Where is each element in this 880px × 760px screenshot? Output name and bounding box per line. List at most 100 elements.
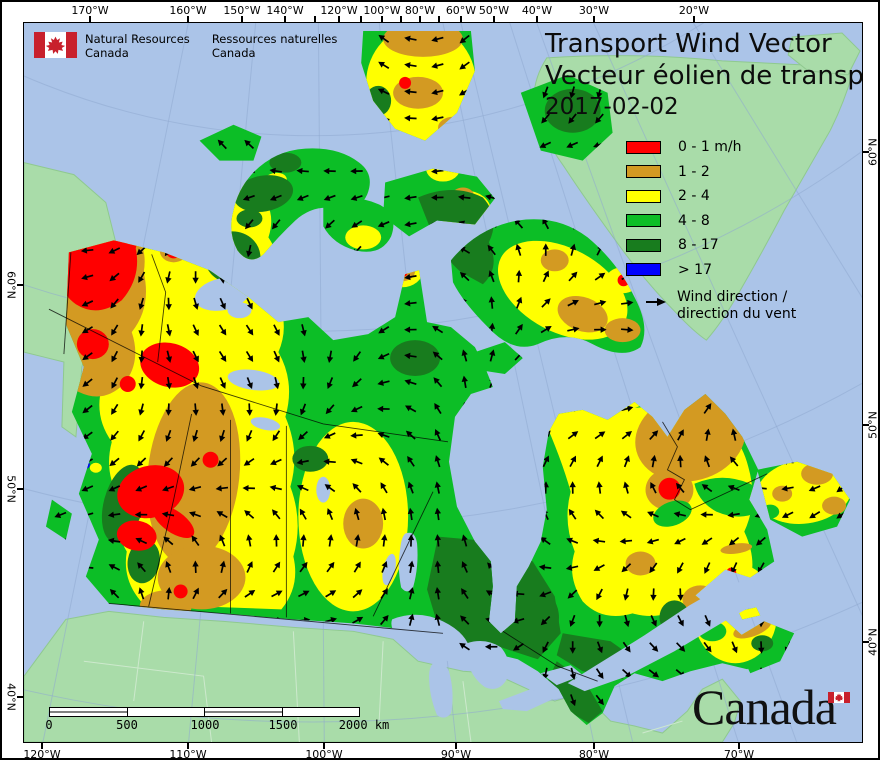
axis-tick — [536, 16, 538, 22]
nrcan-signature: Natural Resources Canada Ressources natu… — [34, 32, 337, 60]
legend-item: 4 - 8 — [626, 213, 710, 229]
legend-label: > 17 — [678, 261, 712, 278]
axis-tick — [89, 16, 91, 22]
axis-tick-label: 110°W — [169, 748, 207, 760]
axis-tick-label: 90°W — [440, 748, 472, 760]
scale-bar-label: 1500 — [268, 718, 298, 732]
axis-tick-label: 40°W — [521, 4, 553, 17]
axis-tick-label: 40°N — [866, 628, 880, 656]
axis-tick — [863, 151, 869, 153]
axis-tick-label: 30°W — [578, 4, 610, 17]
map-date: 2017-02-02 — [545, 94, 679, 120]
scale-bar-label: 500 — [116, 718, 138, 732]
legend-swatch — [626, 140, 661, 154]
canada-flag-icon — [34, 32, 77, 58]
canada-wordmark: Canada — [692, 679, 837, 735]
legend-swatch — [626, 189, 661, 203]
axis-tick-label: 140°W — [266, 4, 304, 17]
axis-tick — [360, 16, 362, 22]
scale-bar-label: 1000 — [190, 718, 220, 732]
map-title-block: Transport Wind Vector Vecteur éolien de … — [545, 28, 864, 122]
dept-name-fr-2: Canada — [211, 46, 256, 60]
axis-tick — [17, 488, 23, 490]
map-title-fr: Vecteur éolien de transp — [545, 61, 864, 91]
map-title-en: Transport Wind Vector — [545, 29, 832, 59]
dept-name-fr-1: Ressources naturelles — [211, 32, 338, 46]
map-image — [24, 23, 862, 742]
state-borders — [83, 621, 683, 742]
legend-item: 1 - 2 — [626, 164, 710, 180]
axis-tick-label: 50°W — [478, 4, 510, 17]
legend-label: 1 - 2 — [678, 163, 710, 180]
axis-tick-label: 100°W — [305, 748, 343, 760]
great-lakes — [391, 579, 761, 718]
axis-tick — [381, 16, 383, 22]
axis-tick — [593, 16, 595, 22]
axis-tick — [460, 16, 462, 22]
axis-tick — [455, 743, 457, 749]
legend-swatch — [626, 214, 661, 227]
axis-tick — [17, 696, 23, 698]
axis-tick-label: 50°N — [4, 475, 18, 503]
axis-tick-label: 20°W — [678, 4, 710, 17]
axis-tick — [241, 16, 243, 22]
axis-tick — [41, 743, 43, 749]
axis-tick-label: 170°W — [71, 4, 109, 17]
legend-item: 8 - 17 — [626, 237, 719, 253]
dept-name-en-2: Canada — [85, 46, 129, 60]
legend-swatch — [626, 263, 661, 276]
axis-tick-label: 70°W — [723, 748, 755, 760]
axis-tick — [863, 641, 869, 643]
axis-tick — [419, 16, 421, 22]
legend-label: 2 - 4 — [678, 188, 710, 204]
axis-tick — [400, 16, 402, 22]
greenland — [533, 55, 853, 341]
axis-tick-label: 60°N — [866, 138, 880, 166]
legend-swatch — [626, 238, 661, 252]
axis-tick — [314, 16, 316, 22]
axis-tick-label: 40°N — [4, 683, 18, 711]
axis-tick — [323, 743, 325, 749]
axis-tick — [493, 16, 495, 22]
axis-tick — [284, 16, 286, 22]
legend-item: 0 - 1 m/h — [626, 139, 741, 155]
scale-bar-label: 0 — [45, 718, 53, 732]
scale-bar-label: 2000 km — [338, 718, 390, 732]
axis-tick — [863, 424, 869, 426]
legend-item: > 17 — [626, 262, 712, 278]
axis-tick — [738, 743, 740, 749]
axis-tick — [338, 16, 340, 22]
wind-direction-label-en: Wind direction / — [677, 289, 788, 305]
province-borders — [48, 252, 768, 682]
axis-tick — [438, 16, 440, 22]
axis-tick — [187, 743, 189, 749]
axis-tick-label: 60°W — [445, 4, 477, 17]
axis-tick — [17, 284, 23, 286]
axis-tick-label: 160°W — [169, 4, 207, 17]
map-frame — [23, 22, 863, 743]
legend-swatch — [626, 165, 661, 178]
axis-tick — [593, 743, 595, 749]
iceland-island — [787, 32, 861, 76]
axis-tick-label: 60°N — [4, 271, 18, 299]
axis-tick-label: 80°W — [578, 748, 610, 760]
axis-tick-label: 100°W — [363, 4, 401, 17]
axis-tick-label: 120°W — [320, 4, 358, 17]
legend-label: 0 - 1 m/h — [678, 139, 742, 155]
axis-tick-label: 50°N — [866, 411, 880, 439]
scale-bar — [49, 707, 360, 717]
axis-tick-label: 150°W — [223, 4, 261, 17]
legend-label: 4 - 8 — [678, 212, 710, 229]
wordmark-flag-icon — [828, 692, 850, 703]
legend-label: 8 - 17 — [678, 237, 719, 253]
axis-tick — [187, 16, 189, 22]
wind-direction-label-fr: direction du vent — [677, 306, 797, 322]
dept-name-en-1: Natural Resources — [85, 32, 190, 46]
zone-4-8-accents — [653, 477, 780, 642]
axis-tick-label: 120°W — [23, 748, 61, 760]
axis-tick — [693, 16, 695, 22]
legend-item: 2 - 4 — [626, 188, 710, 204]
axis-tick-label: 80°W — [404, 4, 436, 17]
wind-direction-arrow-icon — [646, 298, 666, 306]
